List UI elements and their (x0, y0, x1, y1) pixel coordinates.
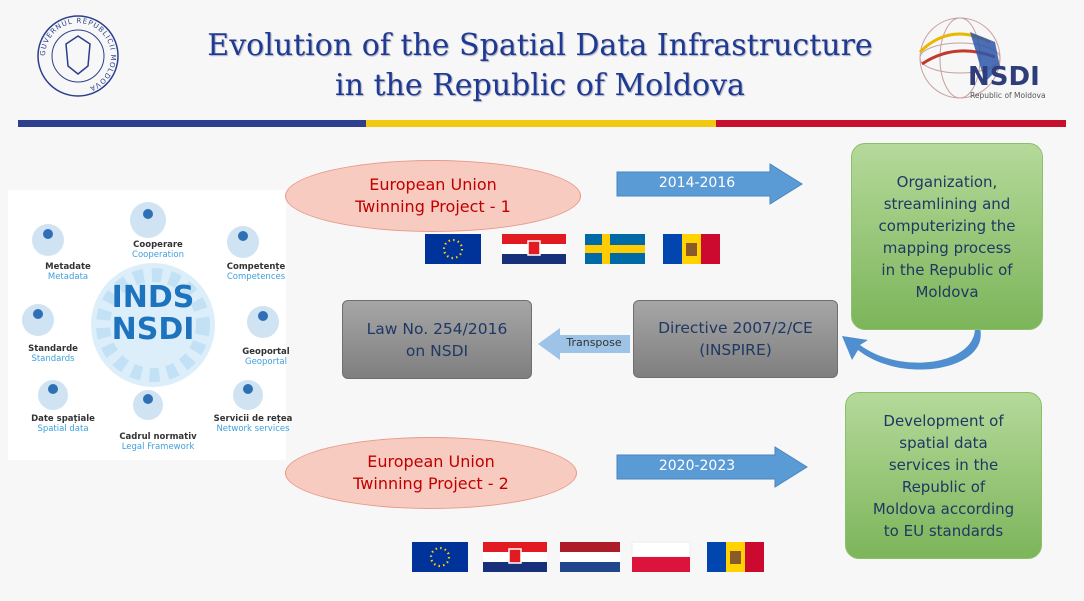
shape (560, 542, 620, 552)
shape (632, 542, 690, 572)
item-ro: Geoportal (221, 347, 311, 357)
item-en: Legal Framework (113, 442, 203, 452)
item-ro: Date spațiale (18, 414, 108, 424)
shape (483, 542, 547, 572)
shape (585, 245, 645, 253)
shape (560, 542, 620, 572)
item-en: Spatial data (18, 424, 108, 434)
shape (585, 234, 645, 264)
item-ro: Cooperare (113, 240, 203, 250)
shape (412, 542, 468, 572)
shape (502, 234, 566, 264)
item-en: Standards (8, 354, 98, 364)
item-ro: Servicii de rețea (208, 414, 298, 424)
item-en: Geoportal (221, 357, 311, 367)
shape (707, 542, 764, 572)
shape (632, 542, 690, 557)
item-en: Cooperation (113, 250, 203, 260)
item-ro: Metadate (23, 262, 113, 272)
item-ro: Standarde (8, 344, 98, 354)
item-ro: Competențe (211, 262, 301, 272)
shape (425, 234, 481, 264)
shape (560, 562, 620, 572)
slide: Evolution of the Spatial Data Infrastruc… (0, 0, 1084, 601)
item-en: Competences (211, 272, 301, 282)
item-en: Network services (208, 424, 298, 434)
item-en: Metadata (23, 272, 113, 282)
item-ro: Cadrul normativ (113, 432, 203, 442)
shape (663, 234, 720, 264)
shape (560, 552, 620, 562)
flags (0, 0, 1084, 601)
shape (632, 557, 690, 572)
